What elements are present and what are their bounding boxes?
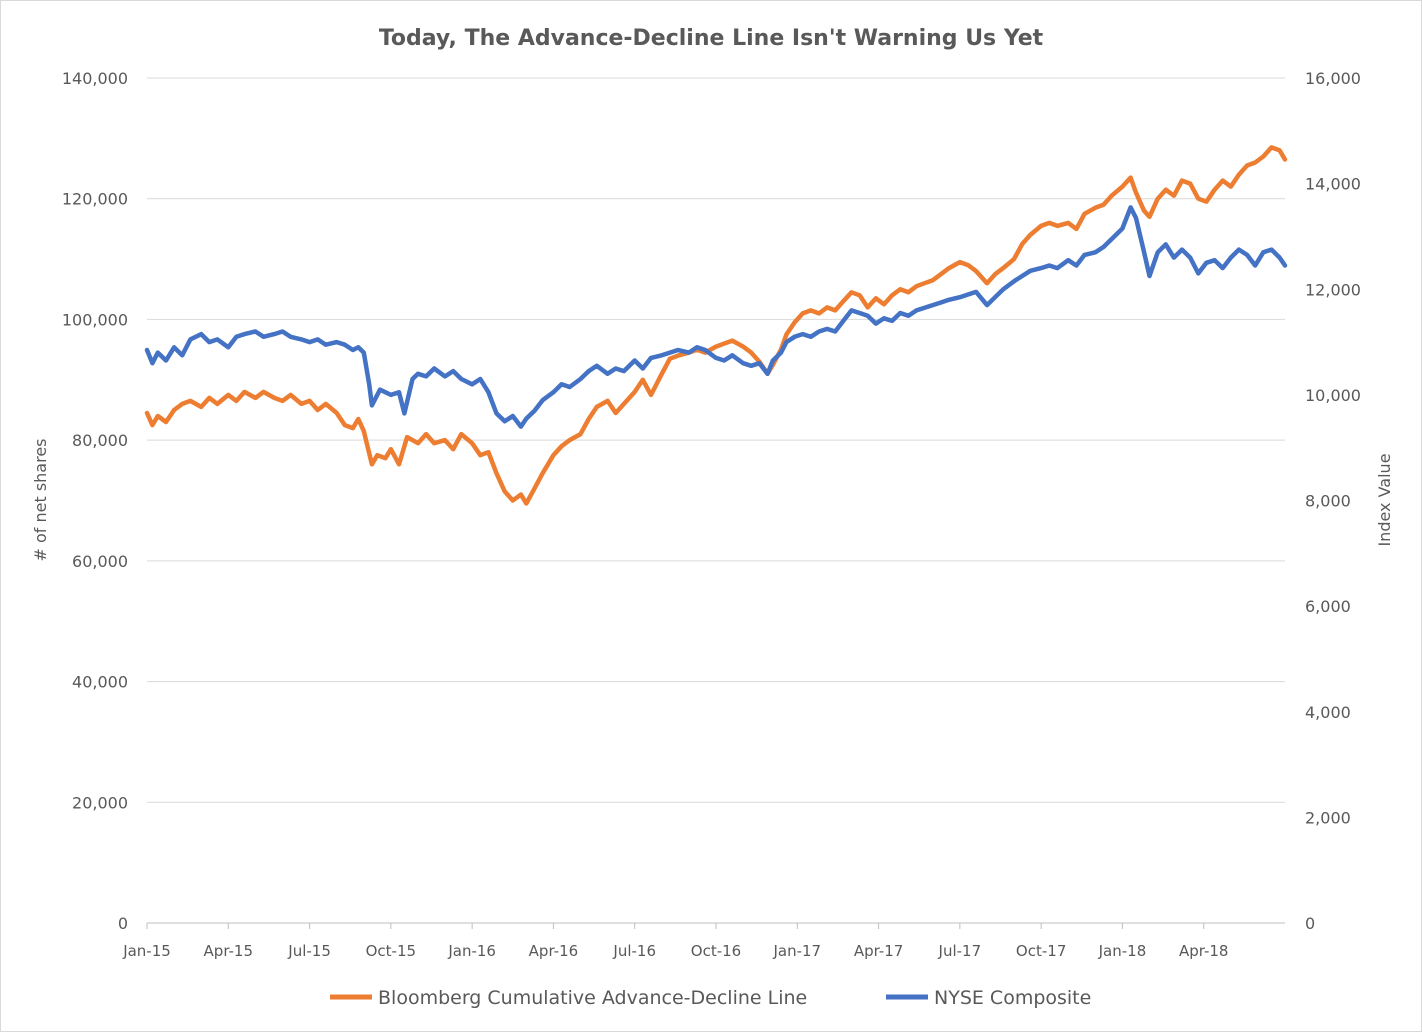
x-tick-label: Apr-16 (529, 942, 579, 960)
y2-tick-label: 8,000 (1305, 492, 1351, 511)
y-tick-label: 100,000 (62, 310, 128, 329)
y-tick-label: 80,000 (72, 431, 128, 450)
x-tick-label: Jul-16 (612, 942, 656, 960)
y-tick-label: 20,000 (72, 793, 128, 812)
y-tick-label: 60,000 (72, 552, 128, 571)
x-tick-label: Jan-18 (1098, 942, 1147, 960)
x-tick-label: Apr-18 (1179, 942, 1229, 960)
y2-tick-label: 2,000 (1305, 808, 1351, 827)
legend-label-advance-decline: Bloomberg Cumulative Advance-Decline Lin… (378, 987, 807, 1009)
y2-tick-label: 10,000 (1305, 386, 1361, 405)
x-tick-label: Jan-15 (122, 942, 171, 960)
x-tick-label: Oct-15 (366, 942, 416, 960)
chart-title: Today, The Advance-Decline Line Isn't Wa… (379, 26, 1044, 51)
y-tick-label: 140,000 (62, 69, 128, 88)
nyse-composite-line (144, 205, 1288, 429)
series-lines (144, 145, 1288, 506)
x-tick-label: Jan-17 (772, 942, 821, 960)
legend: Bloomberg Cumulative Advance-Decline Lin… (330, 987, 1091, 1009)
y2-tick-label: 14,000 (1305, 175, 1361, 194)
x-tick-label: Apr-15 (204, 942, 254, 960)
x-tick-label: Oct-17 (1016, 942, 1066, 960)
y-tick-label: 120,000 (62, 190, 128, 209)
y2-tick-label: 4,000 (1305, 703, 1351, 722)
x-tick-label: Apr-17 (854, 942, 904, 960)
legend-label-nyse-composite: NYSE Composite (934, 987, 1091, 1009)
y2-tick-label: 12,000 (1305, 280, 1361, 299)
advance-decline-line (144, 145, 1288, 506)
x-tick-label: Jul-17 (938, 942, 982, 960)
x-tick-label: Jul-15 (287, 942, 331, 960)
axes: 0 20,000 40,000 60,000 80,000 100,000 120,000 1… (62, 69, 1361, 960)
y2-tick-label: 0 (1305, 914, 1315, 933)
y2-tick-label: 6,000 (1305, 597, 1351, 616)
gridlines (147, 77, 1285, 803)
y-axis-title: # of net shares (31, 438, 50, 561)
y-tick-label: 0 (118, 914, 128, 933)
x-tick-label: Jan-16 (447, 942, 496, 960)
x-tick-label: Oct-16 (691, 942, 741, 960)
y2-axis-title: Index Value (1375, 453, 1394, 546)
y-tick-label: 40,000 (72, 673, 128, 692)
y2-tick-label: 16,000 (1305, 69, 1361, 88)
